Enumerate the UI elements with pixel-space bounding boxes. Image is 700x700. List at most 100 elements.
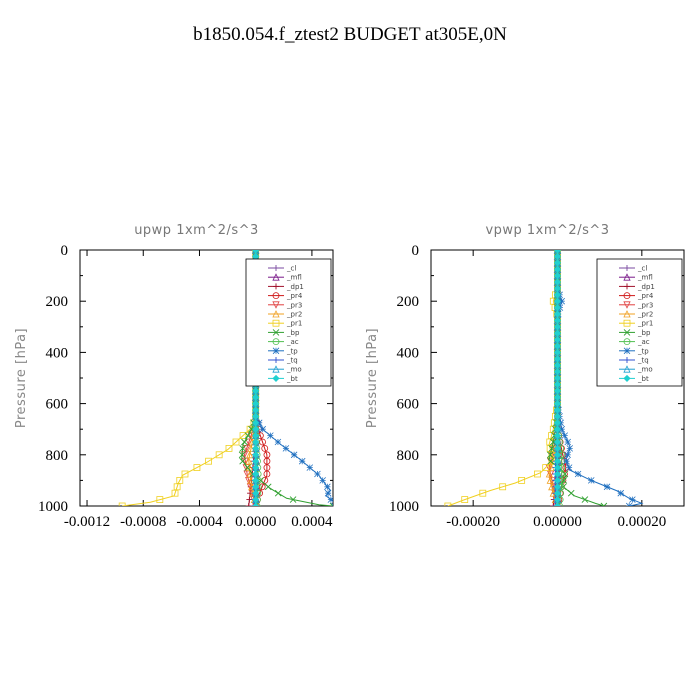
legend-entry: _bp <box>619 329 651 337</box>
series-marker <box>242 445 251 453</box>
series-marker <box>156 496 164 504</box>
series-bt <box>553 250 562 506</box>
legend-marker <box>623 365 631 373</box>
y-tick-label: 200 <box>397 294 420 310</box>
series-pr1 <box>118 250 260 506</box>
figure-title: b1850.054.f_ztest2 BUDGET at305E,0N <box>193 24 507 45</box>
legend-marker <box>623 273 631 281</box>
series-marker <box>565 464 573 471</box>
y-axis-label: Pressure [hPa] <box>14 328 29 428</box>
legend-marker <box>623 310 631 318</box>
series-line <box>122 250 257 506</box>
series-marker <box>319 477 326 484</box>
series-marker <box>314 470 321 478</box>
panel-title: upwp 1xm^2/s^3 <box>134 223 259 238</box>
series-marker <box>261 444 269 452</box>
legend-marker <box>623 301 631 309</box>
series-marker <box>545 470 554 478</box>
legend-marker <box>272 329 280 336</box>
series-marker <box>324 489 332 497</box>
series-marker <box>245 503 252 506</box>
series-marker <box>267 432 274 439</box>
x-tick-label: 0.00020 <box>617 514 666 530</box>
y-tick-label: 0 <box>412 243 420 259</box>
legend-entry: _tq <box>619 357 649 365</box>
series-marker <box>534 470 541 478</box>
series-marker <box>239 445 247 452</box>
series-marker <box>239 457 246 465</box>
series-marker <box>193 464 201 472</box>
series-marker <box>548 445 556 452</box>
series-marker <box>205 457 213 465</box>
legend-marker <box>272 310 280 318</box>
legend-entry: _pr4 <box>268 292 303 300</box>
legend-entry: _pr1 <box>268 320 302 328</box>
series-marker <box>239 432 247 440</box>
y-tick-label: 600 <box>46 397 69 413</box>
legend-label: _pr4 <box>637 292 654 300</box>
legend-label: _cl <box>286 265 296 273</box>
legend-entry: _pr4 <box>619 292 654 300</box>
series-marker <box>246 450 254 459</box>
y-tick-label: 800 <box>397 448 420 464</box>
y-tick-label: 200 <box>46 294 69 310</box>
legend-label: _mfl <box>286 274 302 282</box>
series-marker <box>546 476 554 484</box>
legend-marker <box>273 283 279 290</box>
legend-label: _pr3 <box>286 301 302 309</box>
series-marker <box>561 432 569 439</box>
legend-marker <box>272 273 280 281</box>
legend-label: _mo <box>286 366 302 374</box>
series-marker <box>479 489 487 497</box>
series-marker <box>552 503 559 506</box>
legend-label: _tp <box>637 347 649 355</box>
y-tick-label: 400 <box>397 345 420 361</box>
series-marker <box>274 489 282 497</box>
legend-marker <box>272 319 280 327</box>
series-marker <box>244 432 252 439</box>
y-tick-label: 400 <box>46 345 69 361</box>
series-marker <box>327 496 333 503</box>
legend-label: _tq <box>637 357 649 365</box>
series-marker <box>118 502 126 506</box>
legend-entry: _dp1 <box>268 283 304 291</box>
series-marker <box>617 489 625 497</box>
series-marker <box>290 451 298 459</box>
series-marker <box>581 496 589 503</box>
legend-marker <box>273 265 279 271</box>
legend: _cl_mfl_dp1_pr4_pr3_pr2_pr1_bp_ac_tp_tq_… <box>596 258 683 387</box>
legend-entry: _bp <box>268 329 300 337</box>
legend-marker <box>623 374 631 382</box>
legend-marker <box>272 347 280 355</box>
legend-entry: _pr2 <box>619 310 653 319</box>
legend: _cl_mfl_dp1_pr4_pr3_pr2_pr1_bp_ac_tp_tq_… <box>245 258 332 387</box>
series-marker <box>215 451 223 459</box>
legend-box <box>245 258 332 387</box>
legend-label: _mo <box>637 366 653 374</box>
series-marker <box>564 438 572 446</box>
series-marker <box>542 464 550 472</box>
series-marker <box>245 438 253 446</box>
series-marker <box>263 470 271 478</box>
series-marker <box>518 476 526 484</box>
series-marker <box>444 502 452 506</box>
y-axis-label: Pressure [hPa] <box>365 328 380 428</box>
series-marker <box>240 451 249 459</box>
legend-entry: _mo <box>268 365 302 374</box>
series-marker <box>574 470 582 478</box>
legend-marker <box>272 292 280 300</box>
legend-label: _dp1 <box>637 283 655 291</box>
legend-label: _pr1 <box>286 320 302 328</box>
y-tick-label: 800 <box>46 448 69 464</box>
legend-entry: _ac <box>268 338 299 346</box>
series-line <box>447 250 558 506</box>
series-marker <box>461 496 469 504</box>
legend-entry: _mfl <box>268 273 302 282</box>
series-marker <box>238 451 246 459</box>
legend-entry: _ac <box>619 338 650 346</box>
series-marker <box>558 425 565 433</box>
series-marker <box>259 425 267 433</box>
legend-label: _bp <box>637 329 651 337</box>
legend-marker <box>623 347 631 355</box>
